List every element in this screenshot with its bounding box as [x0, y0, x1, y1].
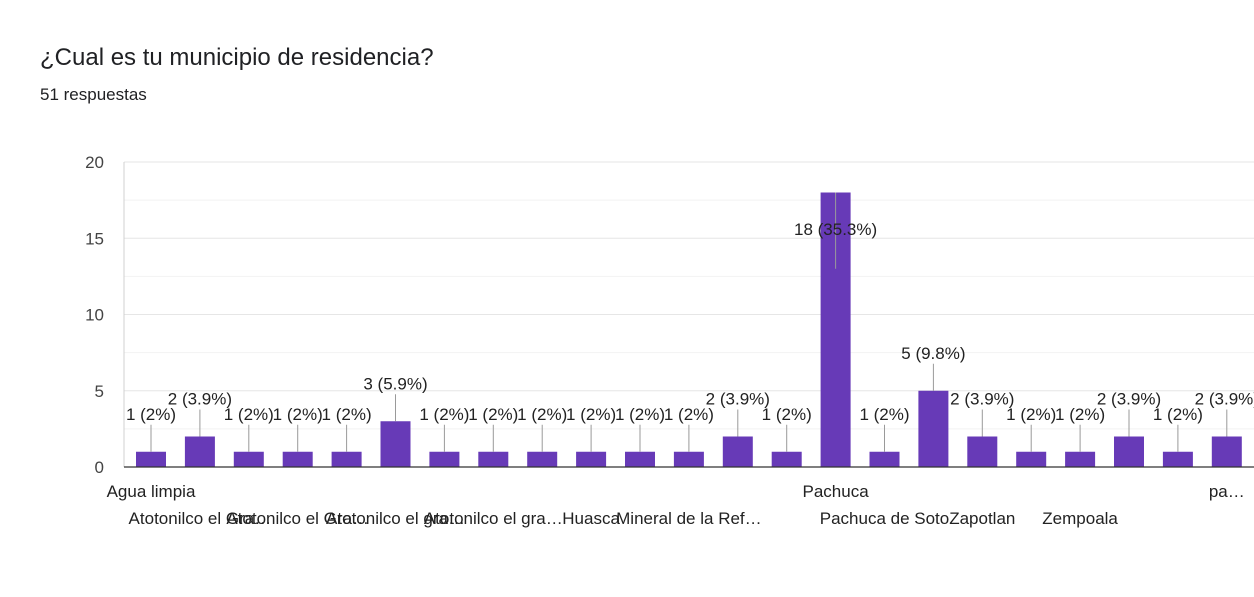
y-tick-label: 10 [85, 306, 104, 325]
y-tick-label: 15 [85, 229, 104, 248]
x-category-label: Mineral de la Ref… [616, 509, 762, 528]
bar [771, 451, 802, 467]
bar [1016, 451, 1047, 467]
data-label: 1 (2%) [859, 405, 909, 424]
bar [918, 390, 949, 467]
bar [1211, 436, 1242, 467]
bar [136, 451, 166, 467]
bar [625, 451, 655, 467]
x-category-label: Pachuca [803, 482, 870, 501]
data-label: 1 (2%) [615, 405, 665, 424]
data-label: 1 (2%) [566, 405, 616, 424]
data-label: 5 (9.8%) [901, 344, 965, 363]
data-label: 1 (2%) [517, 405, 567, 424]
bar [1114, 436, 1144, 467]
x-category-label: Atotonilco el Gra… [129, 509, 272, 528]
y-tick-label: 0 [95, 458, 104, 477]
bar [1065, 451, 1096, 467]
data-label: 1 (2%) [762, 405, 812, 424]
data-label: 1 (2%) [468, 405, 518, 424]
bar [869, 451, 900, 467]
data-label: 2 (3.9%) [1097, 390, 1161, 409]
y-tick-label: 20 [85, 153, 104, 172]
x-category-label: Pachuca de Soto [820, 509, 949, 528]
data-label: 2 (3.9%) [168, 390, 232, 409]
data-label: 1 (2%) [273, 405, 323, 424]
bar [967, 436, 998, 467]
data-label: 2 (3.9%) [1195, 390, 1254, 409]
x-category-label: Atotonilco el gra… [424, 509, 563, 528]
bar [527, 451, 558, 467]
bar [282, 451, 313, 467]
bar [184, 436, 215, 467]
bar [576, 451, 607, 467]
x-category-label: Atotonilco el Gra… [226, 509, 369, 528]
data-label: 1 (2%) [1055, 405, 1105, 424]
data-label: 1 (2%) [419, 405, 469, 424]
data-label: 1 (2%) [126, 405, 176, 424]
x-category-label: Agua limpia [107, 482, 196, 501]
data-label: 1 (2%) [664, 405, 714, 424]
data-label: 18 (35.3%) [794, 220, 877, 239]
bar [1162, 451, 1193, 467]
x-category-label: Zapotlan [949, 509, 1015, 528]
data-label: 1 (2%) [224, 405, 274, 424]
bar [673, 451, 704, 467]
bar [380, 421, 411, 467]
data-label: 2 (3.9%) [706, 390, 770, 409]
data-label: 1 (2%) [1153, 405, 1203, 424]
data-label: 1 (2%) [322, 405, 372, 424]
bar [331, 451, 362, 467]
y-tick-label: 5 [95, 382, 104, 401]
data-label: 2 (3.9%) [950, 390, 1014, 409]
x-category-label: Huasca [562, 509, 620, 528]
data-label: 1 (2%) [1006, 405, 1056, 424]
response-count: 51 respuestas [40, 85, 147, 104]
data-label: 3 (5.9%) [363, 374, 427, 393]
x-category-label: Atotonilco el gra… [326, 509, 465, 528]
x-category-label: pa… [1209, 482, 1245, 501]
bar [429, 451, 460, 467]
bar [722, 436, 753, 467]
bar [233, 451, 264, 467]
bar [478, 451, 509, 467]
x-category-label: Zempoala [1042, 509, 1118, 528]
chart-title: ¿Cual es tu municipio de residencia? [40, 44, 434, 71]
